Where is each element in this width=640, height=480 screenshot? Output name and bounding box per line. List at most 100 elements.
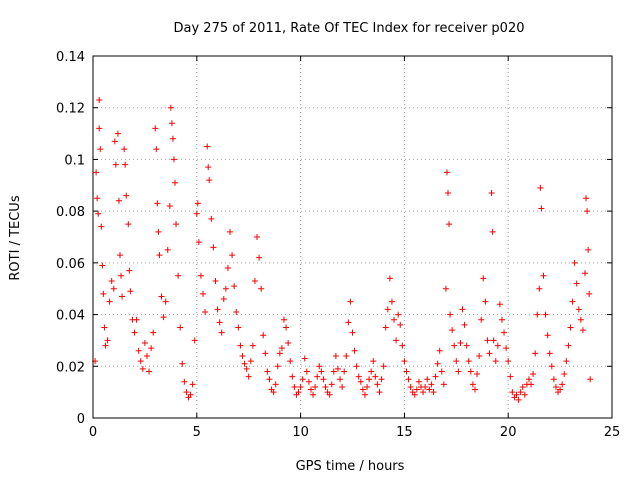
data-point [197, 272, 204, 279]
data-point [101, 324, 108, 331]
data-point [550, 376, 557, 383]
data-point [503, 345, 510, 352]
data-point [467, 368, 474, 375]
data-point [114, 130, 121, 137]
data-point [289, 373, 296, 380]
data-point [168, 120, 175, 127]
data-point [561, 371, 568, 378]
data-point [501, 329, 508, 336]
data-point [496, 301, 503, 308]
data-point [332, 352, 339, 359]
data-point [368, 368, 375, 375]
data-point [438, 368, 445, 375]
data-point [214, 306, 221, 313]
data-point [110, 285, 117, 292]
data-point [278, 345, 285, 352]
x-tick-label: 5 [193, 425, 201, 440]
data-point [328, 381, 335, 388]
data-point [204, 143, 211, 150]
data-point [283, 324, 290, 331]
data-point [156, 252, 163, 259]
data-point [534, 311, 541, 318]
data-point [160, 314, 167, 321]
data-point [243, 365, 250, 372]
data-point [461, 321, 468, 328]
x-tick-label: 25 [604, 425, 621, 440]
data-point [563, 358, 570, 365]
data-point [420, 389, 427, 396]
data-point [260, 332, 267, 339]
data-point [546, 350, 553, 357]
data-point [489, 228, 496, 235]
data-point [222, 285, 229, 292]
data-point [206, 177, 213, 184]
x-tick-label: 15 [396, 425, 413, 440]
data-point [102, 342, 109, 349]
data-point [235, 324, 242, 331]
data-point [349, 329, 356, 336]
data-point [111, 138, 118, 145]
data-point [307, 386, 314, 393]
data-point [430, 389, 437, 396]
data-point [569, 298, 576, 305]
data-point [559, 381, 566, 388]
data-point [148, 345, 155, 352]
data-point [127, 288, 134, 295]
data-point [208, 215, 215, 222]
data-point [393, 337, 400, 344]
data-point [158, 293, 165, 300]
data-point [131, 329, 138, 336]
data-point [164, 246, 171, 253]
data-point [540, 272, 547, 279]
data-point [150, 329, 157, 336]
data-point [95, 210, 102, 217]
data-point [320, 376, 327, 383]
data-point [579, 327, 586, 334]
data-point [241, 360, 248, 367]
data-point [364, 383, 371, 390]
data-point [374, 381, 381, 388]
x-tick-label: 20 [500, 425, 517, 440]
data-point [372, 373, 379, 380]
data-point [515, 396, 522, 403]
data-point [187, 391, 194, 398]
data-point [262, 350, 269, 357]
data-point [193, 210, 200, 217]
data-point [407, 383, 414, 390]
data-point [96, 96, 103, 103]
data-point [536, 285, 543, 292]
data-point [123, 192, 130, 199]
data-point [218, 329, 225, 336]
data-point [233, 308, 240, 315]
data-point [116, 252, 123, 259]
x-tick-label: 10 [292, 425, 309, 440]
data-point [587, 376, 594, 383]
data-point [154, 200, 161, 207]
data-point [532, 350, 539, 357]
data-point [169, 135, 176, 142]
y-tick-label: 0 [77, 412, 85, 427]
data-point [167, 104, 174, 111]
data-point [537, 184, 544, 191]
data-point [305, 378, 312, 385]
data-point [104, 337, 111, 344]
data-point [141, 340, 148, 347]
data-point [376, 389, 383, 396]
data-point [122, 161, 129, 168]
data-point [170, 156, 177, 163]
data-point [528, 381, 535, 388]
data-point [177, 324, 184, 331]
data-point [231, 283, 238, 290]
data-point [143, 352, 150, 359]
data-point [538, 205, 545, 212]
data-point [162, 298, 169, 305]
data-point [224, 265, 231, 272]
data-point [480, 275, 487, 282]
data-point [93, 169, 100, 176]
data-point [498, 316, 505, 323]
data-point [202, 308, 209, 315]
data-point [297, 383, 304, 390]
data-point [351, 347, 358, 354]
grid-layer [93, 56, 612, 418]
data-point [200, 290, 207, 297]
